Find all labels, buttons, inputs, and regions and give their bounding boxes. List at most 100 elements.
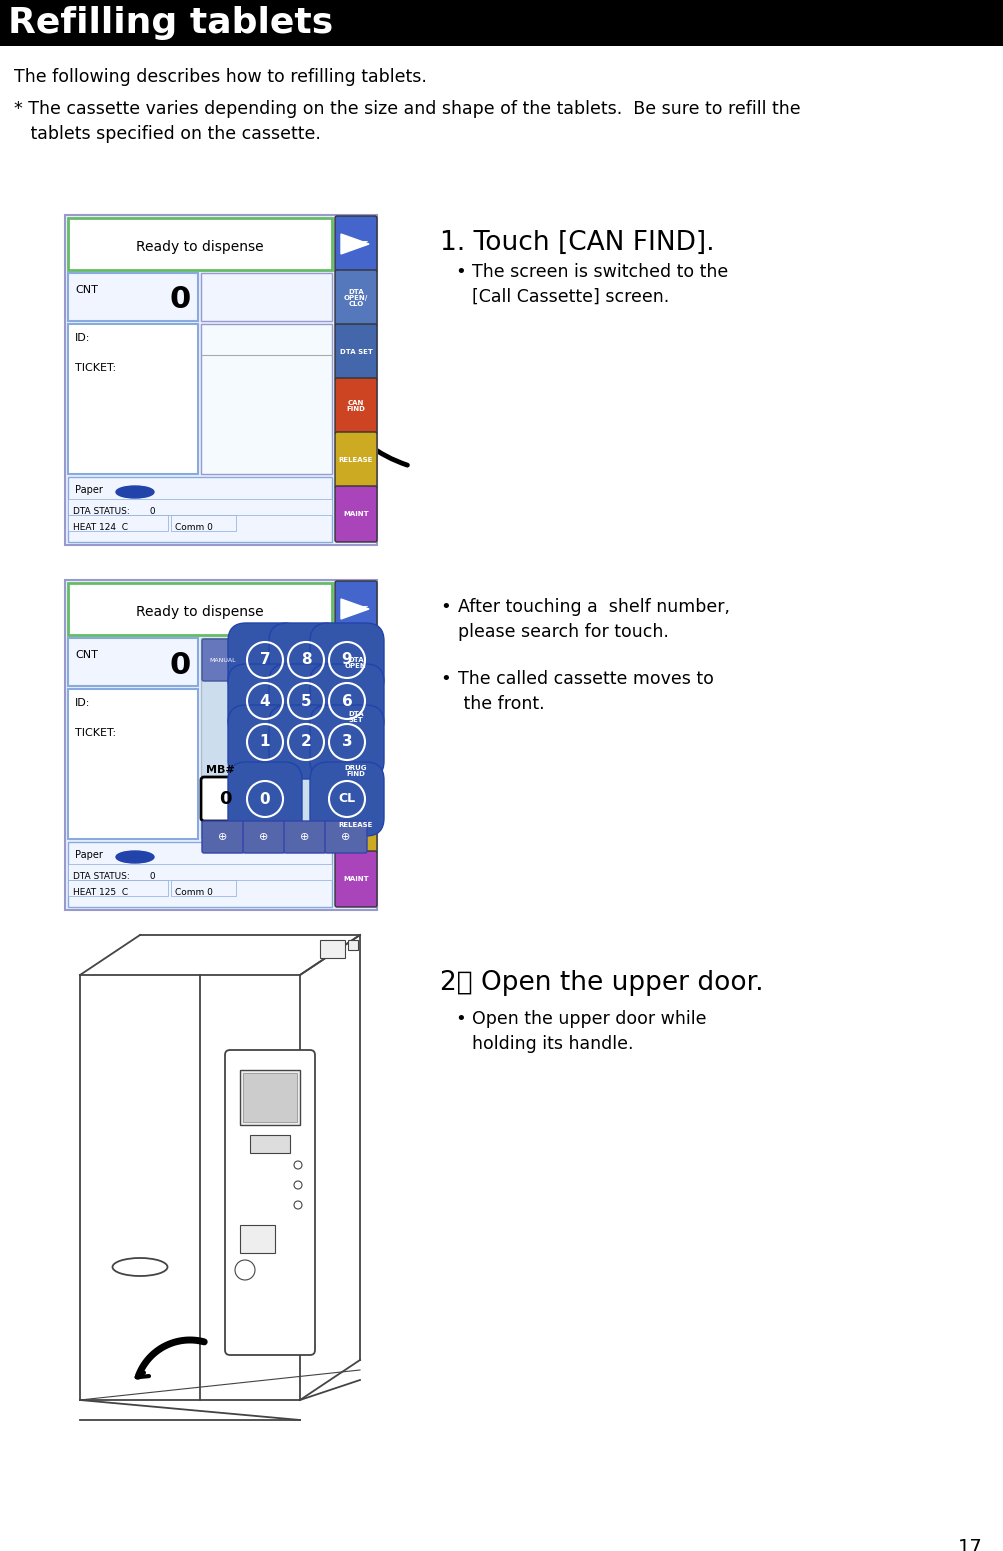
Bar xyxy=(68,864,332,879)
Bar xyxy=(68,637,198,686)
Text: 4: 4 xyxy=(260,693,270,709)
Text: MANUAL: MANUAL xyxy=(210,658,236,662)
FancyBboxPatch shape xyxy=(335,743,376,799)
Ellipse shape xyxy=(112,1258,168,1276)
FancyBboxPatch shape xyxy=(310,664,383,738)
Bar xyxy=(68,842,332,907)
FancyBboxPatch shape xyxy=(335,216,376,271)
FancyBboxPatch shape xyxy=(325,820,367,853)
FancyBboxPatch shape xyxy=(228,624,302,696)
FancyBboxPatch shape xyxy=(202,639,244,681)
Ellipse shape xyxy=(116,851,153,862)
Text: 0: 0 xyxy=(260,791,270,807)
Text: Paper: Paper xyxy=(75,485,102,495)
Text: START: START xyxy=(343,606,368,613)
Text: DTA
OPEN/
CLO: DTA OPEN/ CLO xyxy=(344,288,368,307)
Bar xyxy=(201,324,332,475)
Text: After touching a  shelf number,
please search for touch.: After touching a shelf number, please se… xyxy=(457,599,729,641)
Bar xyxy=(201,273,332,321)
Text: ⊕: ⊕ xyxy=(300,831,309,842)
Text: DTA
SET: DTA SET xyxy=(348,710,363,723)
Text: TICKET:: TICKET: xyxy=(75,727,116,738)
FancyBboxPatch shape xyxy=(228,664,302,738)
Text: MAINT: MAINT xyxy=(343,510,368,516)
Text: CNT: CNT xyxy=(75,285,97,295)
Text: 5: 5 xyxy=(300,693,311,709)
Bar xyxy=(68,324,198,475)
FancyBboxPatch shape xyxy=(335,634,376,692)
Text: CL: CL xyxy=(338,793,355,805)
Bar xyxy=(240,1070,300,1124)
Text: RELEASE: RELEASE xyxy=(338,822,373,828)
Text: DTA SET: DTA SET xyxy=(339,349,372,355)
FancyBboxPatch shape xyxy=(310,762,383,836)
Text: tablets specified on the cassette.: tablets specified on the cassette. xyxy=(14,126,321,143)
Text: ⊕: ⊕ xyxy=(218,831,228,842)
Text: ⊕: ⊕ xyxy=(341,831,350,842)
Text: RELEASE: RELEASE xyxy=(338,458,373,464)
Bar xyxy=(65,580,376,910)
FancyBboxPatch shape xyxy=(335,851,376,907)
Text: 8: 8 xyxy=(300,653,311,667)
Text: The following describes how to refilling tablets.: The following describes how to refilling… xyxy=(14,68,426,85)
FancyBboxPatch shape xyxy=(243,820,285,853)
Bar xyxy=(68,478,332,541)
Text: HEAT 124  C: HEAT 124 C xyxy=(73,523,127,532)
FancyBboxPatch shape xyxy=(335,433,376,489)
Circle shape xyxy=(294,1162,302,1169)
Text: Ready to dispense: Ready to dispense xyxy=(136,605,264,619)
Text: DTA STATUS:       0: DTA STATUS: 0 xyxy=(73,507,155,516)
Polygon shape xyxy=(341,234,369,254)
Bar xyxy=(250,1135,290,1152)
Bar xyxy=(68,499,332,515)
Text: 0: 0 xyxy=(170,285,191,315)
Bar xyxy=(68,515,168,530)
Text: 9: 9 xyxy=(341,653,352,667)
FancyBboxPatch shape xyxy=(335,582,376,637)
Text: ID:: ID: xyxy=(75,333,90,343)
Text: 7: 7 xyxy=(260,653,270,667)
Bar xyxy=(68,689,198,839)
FancyBboxPatch shape xyxy=(228,706,302,779)
FancyBboxPatch shape xyxy=(335,324,376,380)
Bar xyxy=(65,216,376,544)
Text: HEAT 125  C: HEAT 125 C xyxy=(73,889,128,896)
Text: Ready to dispense: Ready to dispense xyxy=(136,240,264,254)
FancyBboxPatch shape xyxy=(269,664,343,738)
FancyBboxPatch shape xyxy=(202,820,244,853)
FancyBboxPatch shape xyxy=(201,777,249,820)
Text: 2: 2 xyxy=(300,735,311,749)
Text: CAN
FIND: CAN FIND xyxy=(346,400,365,413)
Text: Comm 0: Comm 0 xyxy=(175,523,213,532)
Bar xyxy=(171,879,236,896)
Bar xyxy=(201,637,332,838)
Text: The called cassette moves to
 the front.: The called cassette moves to the front. xyxy=(457,670,713,713)
Text: DRUG
FIND: DRUG FIND xyxy=(344,765,367,777)
Text: MAINT: MAINT xyxy=(343,876,368,883)
FancyBboxPatch shape xyxy=(269,706,343,779)
Bar xyxy=(68,273,198,321)
Text: TICKET:: TICKET: xyxy=(75,363,116,372)
FancyBboxPatch shape xyxy=(335,689,376,744)
FancyBboxPatch shape xyxy=(310,624,383,696)
Text: Comm 0: Comm 0 xyxy=(175,889,213,896)
FancyBboxPatch shape xyxy=(228,762,302,836)
FancyBboxPatch shape xyxy=(269,624,343,696)
Text: START: START xyxy=(343,240,368,247)
Bar xyxy=(320,940,345,959)
Text: 2． Open the upper door.: 2． Open the upper door. xyxy=(439,969,763,996)
Text: ⊕: ⊕ xyxy=(259,831,269,842)
Text: 1: 1 xyxy=(260,735,270,749)
FancyBboxPatch shape xyxy=(310,706,383,779)
Bar xyxy=(171,515,236,530)
FancyBboxPatch shape xyxy=(335,378,376,434)
Circle shape xyxy=(294,1200,302,1208)
Bar xyxy=(0,0,1003,47)
Text: •: • xyxy=(439,670,450,689)
Text: 0: 0 xyxy=(170,650,191,679)
Text: 3: 3 xyxy=(341,735,352,749)
Text: 17: 17 xyxy=(957,1539,982,1551)
Text: DTA
OPEN: DTA OPEN xyxy=(345,656,366,668)
Bar xyxy=(240,1225,275,1253)
Bar xyxy=(68,879,168,896)
